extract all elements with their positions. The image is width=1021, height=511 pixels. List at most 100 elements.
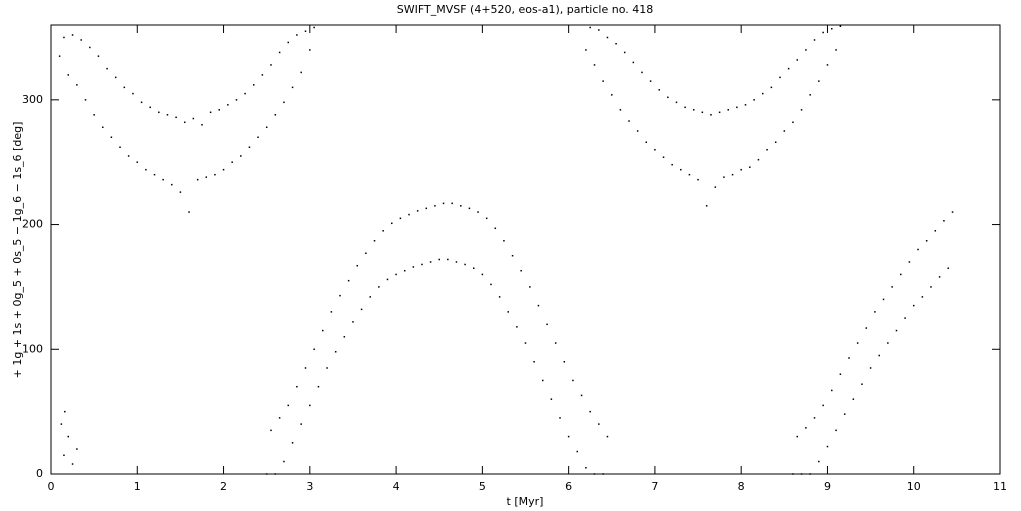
point: [636, 130, 639, 132]
point: [589, 26, 591, 29]
point: [792, 473, 794, 475]
point: [76, 448, 78, 450]
point: [287, 41, 289, 44]
point: [908, 261, 911, 263]
point: [429, 261, 432, 263]
point: [291, 442, 294, 444]
point: [97, 55, 100, 57]
point: [248, 146, 251, 148]
point: [136, 161, 139, 163]
x-tick-label: 5: [479, 480, 486, 493]
point: [347, 279, 350, 282]
point: [813, 39, 816, 41]
x-tick-label: 6: [565, 480, 572, 493]
point: [175, 116, 177, 119]
point: [360, 308, 363, 311]
point: [572, 379, 574, 382]
point: [408, 213, 410, 216]
point: [460, 205, 462, 207]
point: [334, 351, 337, 353]
x-tick-label: 0: [48, 480, 55, 493]
point: [800, 109, 803, 111]
point: [84, 99, 87, 101]
point: [477, 211, 479, 213]
point: [861, 383, 863, 385]
point: [106, 67, 108, 70]
point: [127, 155, 130, 157]
point: [589, 410, 591, 413]
point: [576, 450, 579, 453]
point: [869, 367, 872, 369]
point: [158, 111, 160, 114]
point: [835, 429, 837, 432]
point: [692, 109, 695, 111]
chart-title: SWIFT_MVSF (4+520, eos-a1), particle no.…: [397, 3, 653, 16]
point: [580, 394, 583, 397]
point: [533, 361, 535, 363]
point: [537, 304, 540, 307]
point: [839, 373, 842, 375]
plot-frame: [50, 24, 1001, 475]
point: [818, 80, 820, 82]
point: [291, 86, 294, 89]
point: [757, 158, 760, 161]
point: [274, 114, 277, 116]
point: [882, 298, 885, 301]
point: [481, 273, 484, 276]
y-tick-label: 200: [22, 218, 43, 231]
point: [658, 89, 660, 91]
point: [356, 264, 359, 267]
point: [296, 34, 298, 36]
point: [826, 64, 829, 66]
point: [770, 86, 773, 89]
point: [585, 49, 587, 51]
point: [196, 178, 199, 181]
point: [529, 286, 531, 288]
point: [490, 283, 492, 286]
point: [270, 64, 272, 66]
point: [602, 80, 604, 82]
point: [278, 417, 281, 419]
point: [563, 361, 566, 363]
point: [352, 321, 354, 323]
point: [132, 92, 134, 95]
point: [421, 263, 423, 266]
point: [667, 96, 669, 99]
point: [645, 141, 648, 143]
point: [296, 385, 298, 388]
point: [322, 329, 324, 332]
point: [425, 207, 428, 210]
point: [593, 64, 596, 66]
point: [762, 92, 764, 95]
point: [188, 211, 190, 213]
point: [602, 473, 604, 475]
point: [800, 473, 803, 475]
point: [60, 423, 63, 425]
point: [774, 141, 777, 143]
point: [554, 342, 557, 344]
point: [369, 296, 371, 298]
point: [205, 176, 208, 178]
point: [606, 435, 609, 438]
point: [240, 155, 242, 157]
point: [222, 168, 225, 171]
point: [723, 176, 725, 178]
point: [416, 210, 419, 212]
point: [395, 273, 397, 276]
point: [201, 124, 203, 126]
point: [192, 117, 195, 120]
point: [779, 76, 781, 79]
point: [162, 178, 164, 181]
point: [744, 104, 747, 106]
point: [261, 74, 264, 76]
point: [209, 111, 212, 114]
point: [826, 445, 829, 448]
point: [270, 429, 272, 432]
point: [619, 109, 622, 111]
point: [339, 294, 341, 297]
point: [611, 94, 613, 96]
point: [947, 267, 949, 269]
point: [171, 183, 173, 186]
